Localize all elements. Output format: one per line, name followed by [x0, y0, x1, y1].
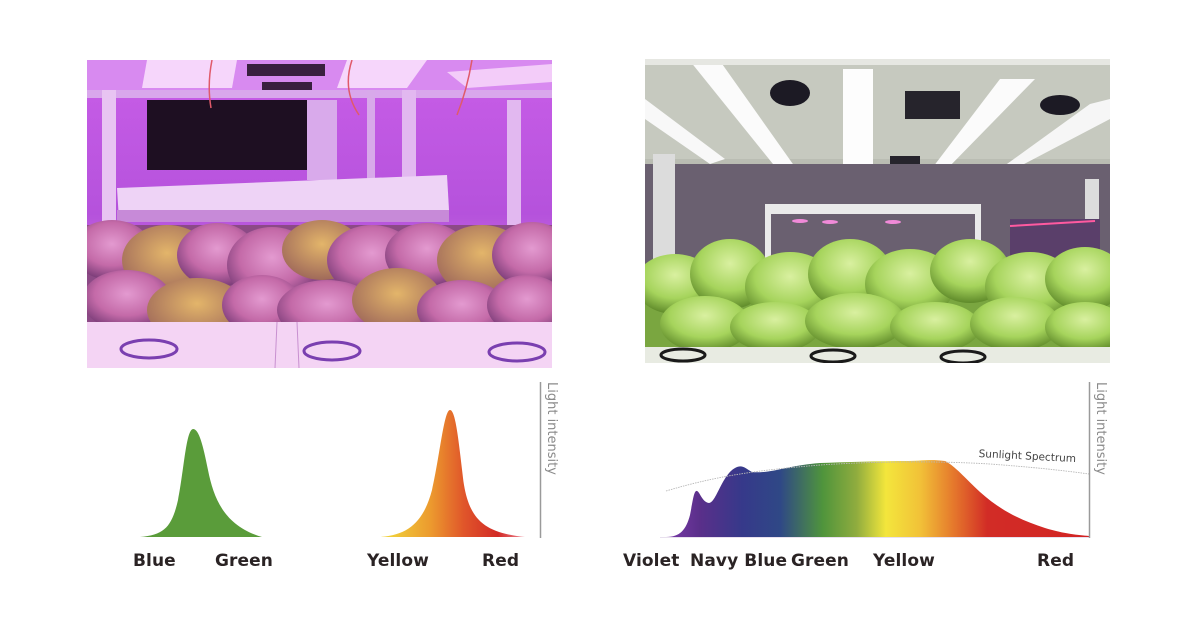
- x-label-red: Red: [482, 551, 520, 571]
- red-peak: [380, 410, 525, 537]
- y-axis-title: Light intensity: [544, 382, 559, 475]
- x-label-violet: Violet: [623, 551, 680, 571]
- led-lettuce-image: [87, 60, 552, 368]
- sunlight-spectrum-line: [665, 461, 1090, 492]
- x-label-yellow: Yellow: [367, 551, 429, 571]
- x-label-red: Red: [1037, 551, 1075, 571]
- led-lettuce-photo: [87, 60, 552, 368]
- led-spectrum-chart: [95, 382, 542, 539]
- blue-peak: [140, 429, 262, 537]
- y-axis-title: Light intensity: [1093, 382, 1108, 475]
- full-spectrum-lettuce-image: [645, 59, 1110, 363]
- x-label-green: Green: [215, 551, 273, 571]
- full-spectrum-area: [666, 460, 1089, 537]
- x-label-yellow: Yellow: [873, 551, 935, 571]
- full-spectrum-lettuce-photo: [645, 59, 1110, 363]
- sunlight-spectrum-annotation: Sunlight Spectrum: [978, 448, 1077, 466]
- x-label-green: Green: [791, 551, 849, 571]
- x-label-blue: Blue: [133, 551, 176, 571]
- x-label-navy-blue: Navy Blue: [690, 551, 788, 571]
